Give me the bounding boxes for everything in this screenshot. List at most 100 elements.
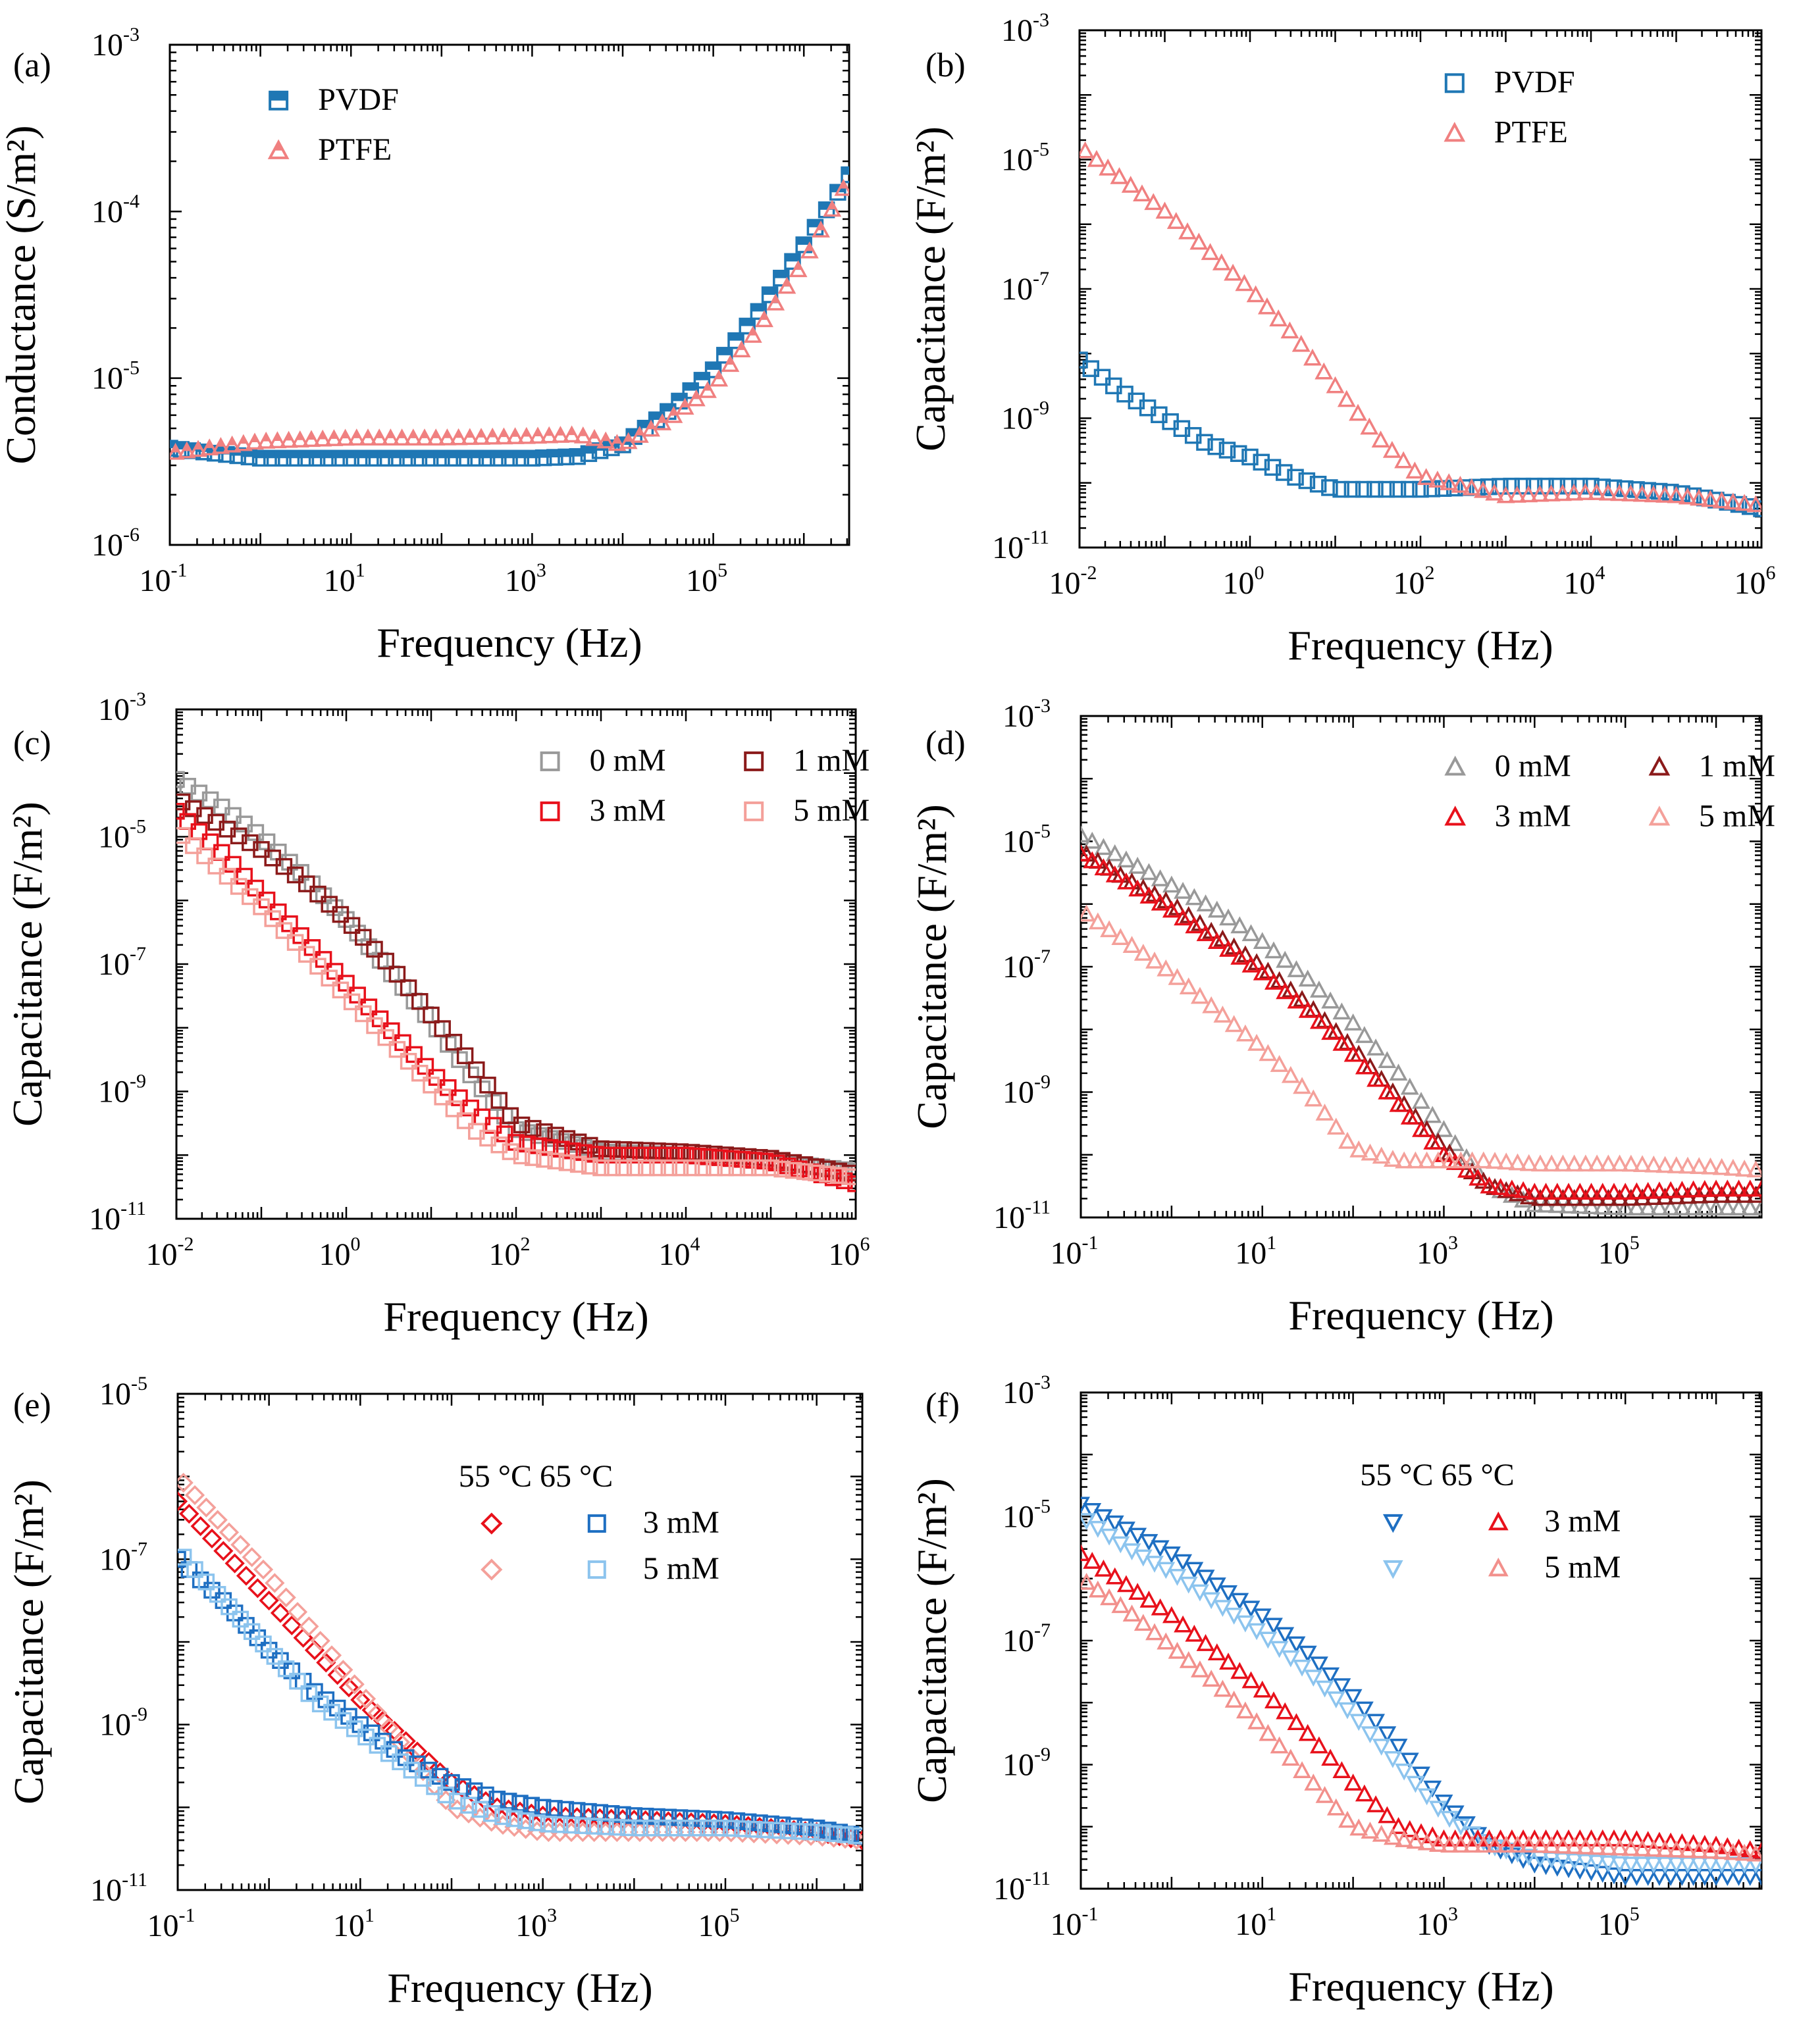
data-point xyxy=(1599,1154,1618,1172)
data-point xyxy=(841,1828,861,1849)
data-point xyxy=(1474,480,1492,498)
data-point xyxy=(1298,472,1316,490)
y-tick-label: 10-9 xyxy=(1001,397,1049,436)
data-point xyxy=(1321,1749,1340,1766)
data-point xyxy=(1655,486,1675,503)
data-point xyxy=(1236,1024,1255,1042)
y-tick-label: 10-6 xyxy=(91,524,140,563)
data-point xyxy=(388,1040,406,1058)
data-point xyxy=(1605,1198,1623,1215)
data-point xyxy=(338,911,355,929)
data-point-fill xyxy=(240,436,247,444)
data-point xyxy=(1616,1829,1635,1847)
series-0-mM xyxy=(1081,825,1761,1215)
data-point xyxy=(1157,959,1176,977)
data-point xyxy=(1621,484,1640,501)
data-point xyxy=(246,432,264,450)
data-point xyxy=(1094,1559,1113,1577)
data-point xyxy=(1202,1670,1221,1687)
data-point xyxy=(1469,1829,1488,1847)
data-point xyxy=(1616,1183,1635,1200)
data-point xyxy=(213,1541,234,1561)
x-tick-label: 103 xyxy=(1417,1232,1458,1271)
data-point xyxy=(1519,1835,1538,1853)
data-point-fill xyxy=(729,333,743,341)
data-point xyxy=(276,1587,296,1608)
data-point xyxy=(1259,1044,1278,1061)
data-point xyxy=(638,1142,655,1159)
y-tick-label: 10-11 xyxy=(89,1198,146,1237)
data-point xyxy=(350,1689,371,1710)
data-point xyxy=(734,1150,751,1168)
data-point xyxy=(1281,1065,1300,1083)
legend-label: 5 mM xyxy=(1544,1550,1621,1585)
x-axis-title: Frequency (Hz) xyxy=(1288,1292,1553,1339)
legend-label: 3 mM xyxy=(1495,798,1571,833)
data-point xyxy=(1371,430,1390,448)
panel-label: (b) xyxy=(925,47,966,84)
data-point xyxy=(1463,1835,1482,1853)
data-point xyxy=(581,1158,598,1175)
data-point xyxy=(1196,894,1215,911)
data-point xyxy=(1100,920,1119,938)
data-point xyxy=(1536,1829,1555,1847)
data-point xyxy=(470,1807,490,1828)
data-point xyxy=(847,1162,856,1180)
data-point-fill xyxy=(172,445,180,453)
data-point xyxy=(1457,1160,1476,1178)
data-point xyxy=(268,431,287,449)
series-65-C-5-mM xyxy=(1081,1572,1761,1862)
data-point xyxy=(242,888,259,906)
x-axis-title: Frequency (Hz) xyxy=(1288,1963,1553,2010)
data-point-fill xyxy=(217,439,224,447)
data-point xyxy=(1486,1835,1504,1853)
data-point xyxy=(1621,1856,1640,1874)
panel-label: (f) xyxy=(925,1387,960,1424)
data-point-fill xyxy=(500,430,508,438)
data-point xyxy=(371,952,389,969)
data-point xyxy=(1304,1089,1323,1107)
data-point xyxy=(309,885,326,903)
data-point xyxy=(1230,948,1249,965)
data-point xyxy=(1367,1714,1386,1731)
data-point xyxy=(1610,484,1629,501)
data-point xyxy=(1729,1869,1748,1886)
data-point xyxy=(824,1169,842,1187)
data-point xyxy=(1264,941,1283,959)
data-point xyxy=(1621,1839,1640,1856)
data-point-fill xyxy=(389,451,404,459)
data-point xyxy=(1349,1140,1368,1158)
data-point xyxy=(355,1689,377,1709)
data-point xyxy=(585,1818,603,1835)
series-3-mM xyxy=(1081,844,1761,1200)
series-PTFE xyxy=(170,178,849,460)
data-point xyxy=(1690,1157,1709,1175)
data-point xyxy=(1395,1830,1414,1847)
legend-marker xyxy=(267,139,290,159)
data-layer xyxy=(178,1472,862,1851)
data-point xyxy=(1712,491,1731,509)
data-point xyxy=(1332,1002,1351,1020)
data-point xyxy=(1321,1667,1340,1685)
data-point xyxy=(1321,1023,1340,1040)
data-point xyxy=(1548,1183,1567,1200)
data-point xyxy=(434,1020,451,1037)
data-point xyxy=(1361,1822,1380,1839)
data-point xyxy=(1735,494,1754,511)
data-point xyxy=(812,220,830,238)
x-tick-label: 10-1 xyxy=(1051,1903,1099,1942)
data-point xyxy=(808,1820,825,1837)
data-point-fill xyxy=(273,433,281,441)
data-point xyxy=(1740,1869,1759,1886)
data-point xyxy=(1298,1645,1317,1663)
data-point xyxy=(1593,1866,1612,1883)
data-point xyxy=(1309,981,1328,998)
data-point xyxy=(1276,464,1293,481)
data-point-fill xyxy=(264,451,279,459)
data-point xyxy=(1382,440,1401,458)
data-point-fill xyxy=(669,408,677,416)
data-point xyxy=(723,1150,740,1167)
data-point xyxy=(1337,390,1356,407)
y-tick-label: 10-9 xyxy=(1003,1071,1051,1110)
data-point xyxy=(648,1808,665,1826)
